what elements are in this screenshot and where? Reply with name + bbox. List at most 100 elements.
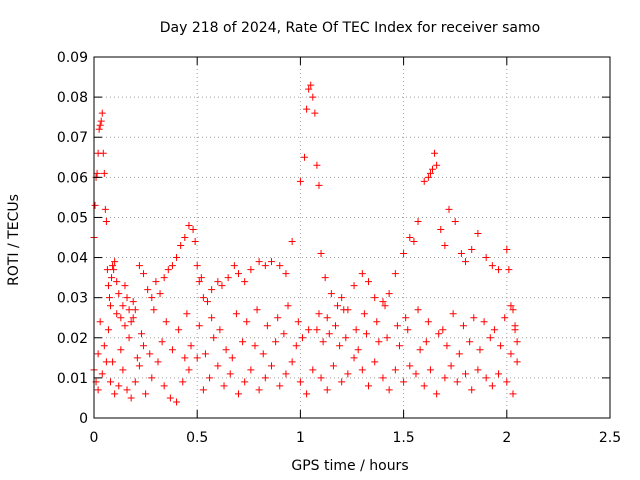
- data-point: [457, 250, 465, 258]
- data-point: [400, 378, 408, 386]
- data-point: [342, 334, 350, 342]
- data-point: [191, 238, 199, 246]
- data-point: [137, 330, 145, 338]
- data-point: [404, 326, 412, 334]
- y-tick-label: 0.03: [57, 291, 88, 307]
- data-point: [414, 217, 422, 225]
- data-point: [110, 266, 118, 274]
- data-point: [164, 266, 172, 274]
- data-point: [263, 322, 271, 330]
- data-point: [381, 302, 389, 310]
- data-point: [451, 217, 459, 225]
- data-point: [466, 338, 474, 346]
- data-point: [511, 322, 519, 330]
- data-point: [379, 298, 387, 306]
- data-point: [228, 354, 236, 362]
- data-point: [247, 266, 255, 274]
- data-point: [173, 398, 181, 406]
- data-point: [315, 181, 323, 189]
- data-point: [243, 318, 251, 326]
- x-axis-label: GPS time / hours: [291, 458, 408, 474]
- data-point: [230, 262, 238, 270]
- data-point: [305, 85, 313, 93]
- data-point: [103, 266, 111, 274]
- data-point: [468, 386, 476, 394]
- data-point: [354, 346, 362, 354]
- data-point: [344, 370, 352, 378]
- data-point: [482, 254, 490, 262]
- data-point: [317, 374, 325, 382]
- data-point: [166, 394, 174, 402]
- data-point: [199, 294, 207, 302]
- data-point: [410, 238, 418, 246]
- data-point: [158, 338, 166, 346]
- data-point: [365, 382, 373, 390]
- data-point: [199, 386, 207, 394]
- data-point: [488, 262, 496, 270]
- data-point: [406, 234, 414, 241]
- data-point: [424, 173, 432, 181]
- data-point: [358, 270, 366, 278]
- data-point: [371, 294, 379, 302]
- data-point: [97, 117, 105, 125]
- data-point: [321, 274, 329, 282]
- data-point: [232, 310, 240, 318]
- data-point: [445, 205, 453, 213]
- data-point: [276, 382, 284, 390]
- data-point: [503, 378, 511, 386]
- data-point: [113, 278, 121, 286]
- data-point: [131, 378, 139, 386]
- grid-lines: [94, 57, 610, 418]
- data-point: [216, 326, 224, 334]
- data-point: [420, 177, 428, 185]
- data-point: [455, 350, 463, 358]
- y-tick-label: 0: [79, 411, 88, 427]
- data-point: [234, 390, 242, 398]
- data-point: [426, 366, 434, 374]
- data-point: [433, 390, 441, 398]
- data-point: [127, 318, 135, 326]
- data-point: [123, 386, 131, 394]
- data-point: [150, 306, 158, 314]
- data-point: [234, 270, 242, 278]
- data-point: [296, 378, 304, 386]
- data-point: [129, 298, 137, 306]
- data-point: [261, 374, 269, 382]
- y-axis-label: ROTI / TECUs: [6, 194, 22, 286]
- data-point: [362, 330, 370, 338]
- data-point: [305, 326, 313, 334]
- data-point: [94, 386, 102, 394]
- data-point: [317, 250, 325, 258]
- data-point: [160, 382, 168, 390]
- data-point: [294, 318, 302, 326]
- data-point: [218, 282, 226, 290]
- data-point: [439, 326, 447, 334]
- data-point: [315, 310, 323, 318]
- data-point: [272, 338, 280, 346]
- data-point: [412, 370, 420, 378]
- data-point: [433, 161, 441, 169]
- data-point: [358, 366, 366, 374]
- data-point: [352, 326, 360, 334]
- data-point: [100, 342, 108, 350]
- data-point: [391, 366, 399, 374]
- data-point: [144, 286, 152, 294]
- data-point: [282, 370, 290, 378]
- data-point: [447, 362, 455, 370]
- data-point: [319, 338, 327, 346]
- data-point: [119, 302, 127, 310]
- data-point: [125, 306, 133, 314]
- data-point: [107, 302, 115, 310]
- y-tick-label: 0.08: [57, 90, 88, 106]
- data-point: [123, 294, 131, 302]
- data-point: [201, 350, 209, 358]
- data-point: [259, 350, 267, 358]
- data-point: [224, 274, 232, 282]
- data-point: [497, 342, 505, 350]
- data-point: [94, 350, 102, 358]
- data-point: [274, 314, 282, 322]
- data-point: [189, 225, 197, 233]
- data-point: [431, 149, 439, 157]
- data-point: [400, 250, 408, 258]
